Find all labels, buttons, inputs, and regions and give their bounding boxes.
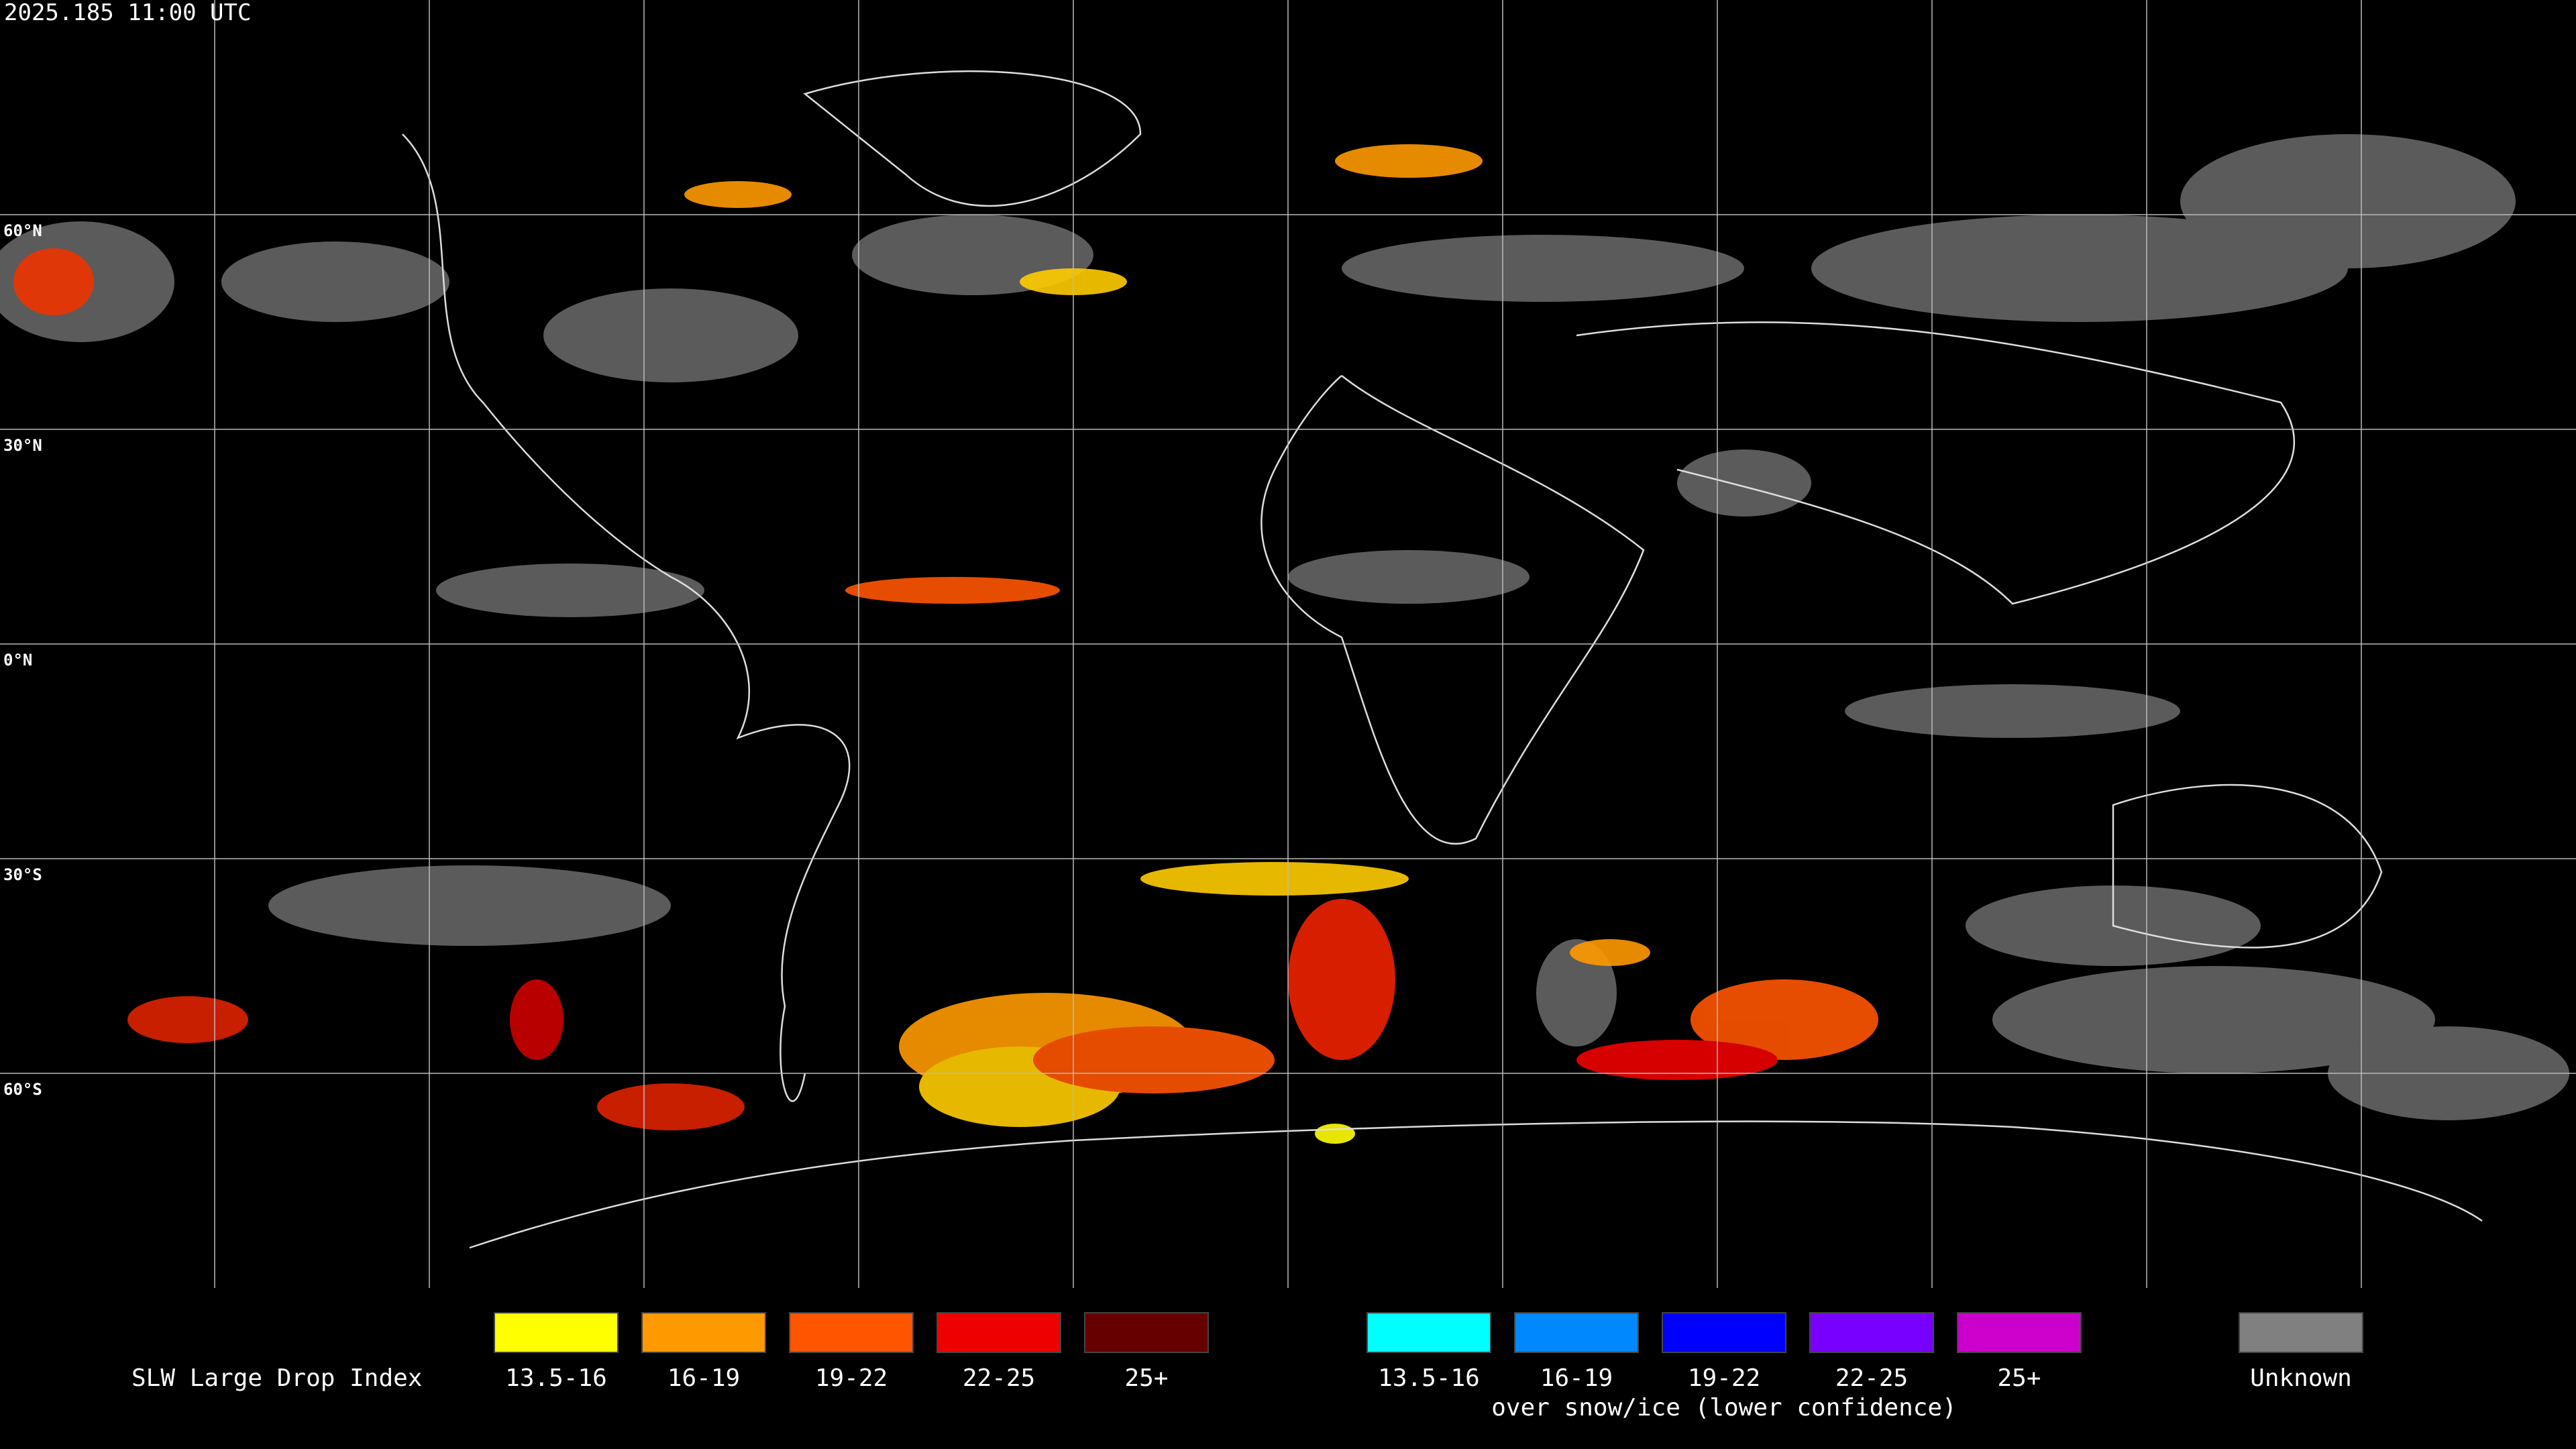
legend-swatch xyxy=(936,1312,1061,1353)
legend-label: 13.5-16 xyxy=(1378,1364,1480,1392)
legend-swatch xyxy=(2239,1312,2363,1353)
latitude-label: 30°S xyxy=(3,865,42,884)
coastlines xyxy=(402,70,2483,1249)
legend-swatch xyxy=(494,1312,619,1353)
legend-swatch xyxy=(1957,1312,2082,1353)
legend-swatch xyxy=(1662,1312,1786,1353)
legend-swatch xyxy=(1366,1312,1491,1353)
legend-swatch xyxy=(789,1312,914,1353)
legend-label: 25+ xyxy=(1124,1364,1168,1392)
legend-swatch xyxy=(1514,1312,1639,1353)
latitude-label: 0°N xyxy=(3,651,32,669)
legend-label: 19-22 xyxy=(1688,1364,1760,1392)
legend-label: 13.5-16 xyxy=(505,1364,607,1392)
cloud-field xyxy=(0,134,2569,1144)
legend-label: 25+ xyxy=(1997,1364,2041,1392)
legend-swatch xyxy=(641,1312,766,1353)
legend-label: 22-25 xyxy=(1835,1364,1908,1392)
legend-label: 22-25 xyxy=(963,1364,1035,1392)
timestamp: 2025.185 11:00 UTC xyxy=(4,0,251,26)
legend: SLW Large Drop Index 13.5-16 16-19 19-22 22… xyxy=(131,1312,2363,1421)
latitude-label: 30°N xyxy=(3,436,42,455)
legend-title: SLW Large Drop Index xyxy=(131,1364,422,1392)
legend-swatch xyxy=(1809,1312,1934,1353)
legend-label: 16-19 xyxy=(667,1364,740,1392)
graticule xyxy=(0,0,2576,1288)
latitude-label: 60°S xyxy=(3,1080,42,1099)
legend-label: 19-22 xyxy=(815,1364,888,1392)
legend-label: Unknown xyxy=(2250,1364,2352,1392)
legend-caption: over snow/ice (lower confidence) xyxy=(1491,1394,1957,1421)
legend-swatch xyxy=(1084,1312,1209,1353)
legend-label: 16-19 xyxy=(1540,1364,1613,1392)
latitude-label: 60°N xyxy=(3,221,42,240)
